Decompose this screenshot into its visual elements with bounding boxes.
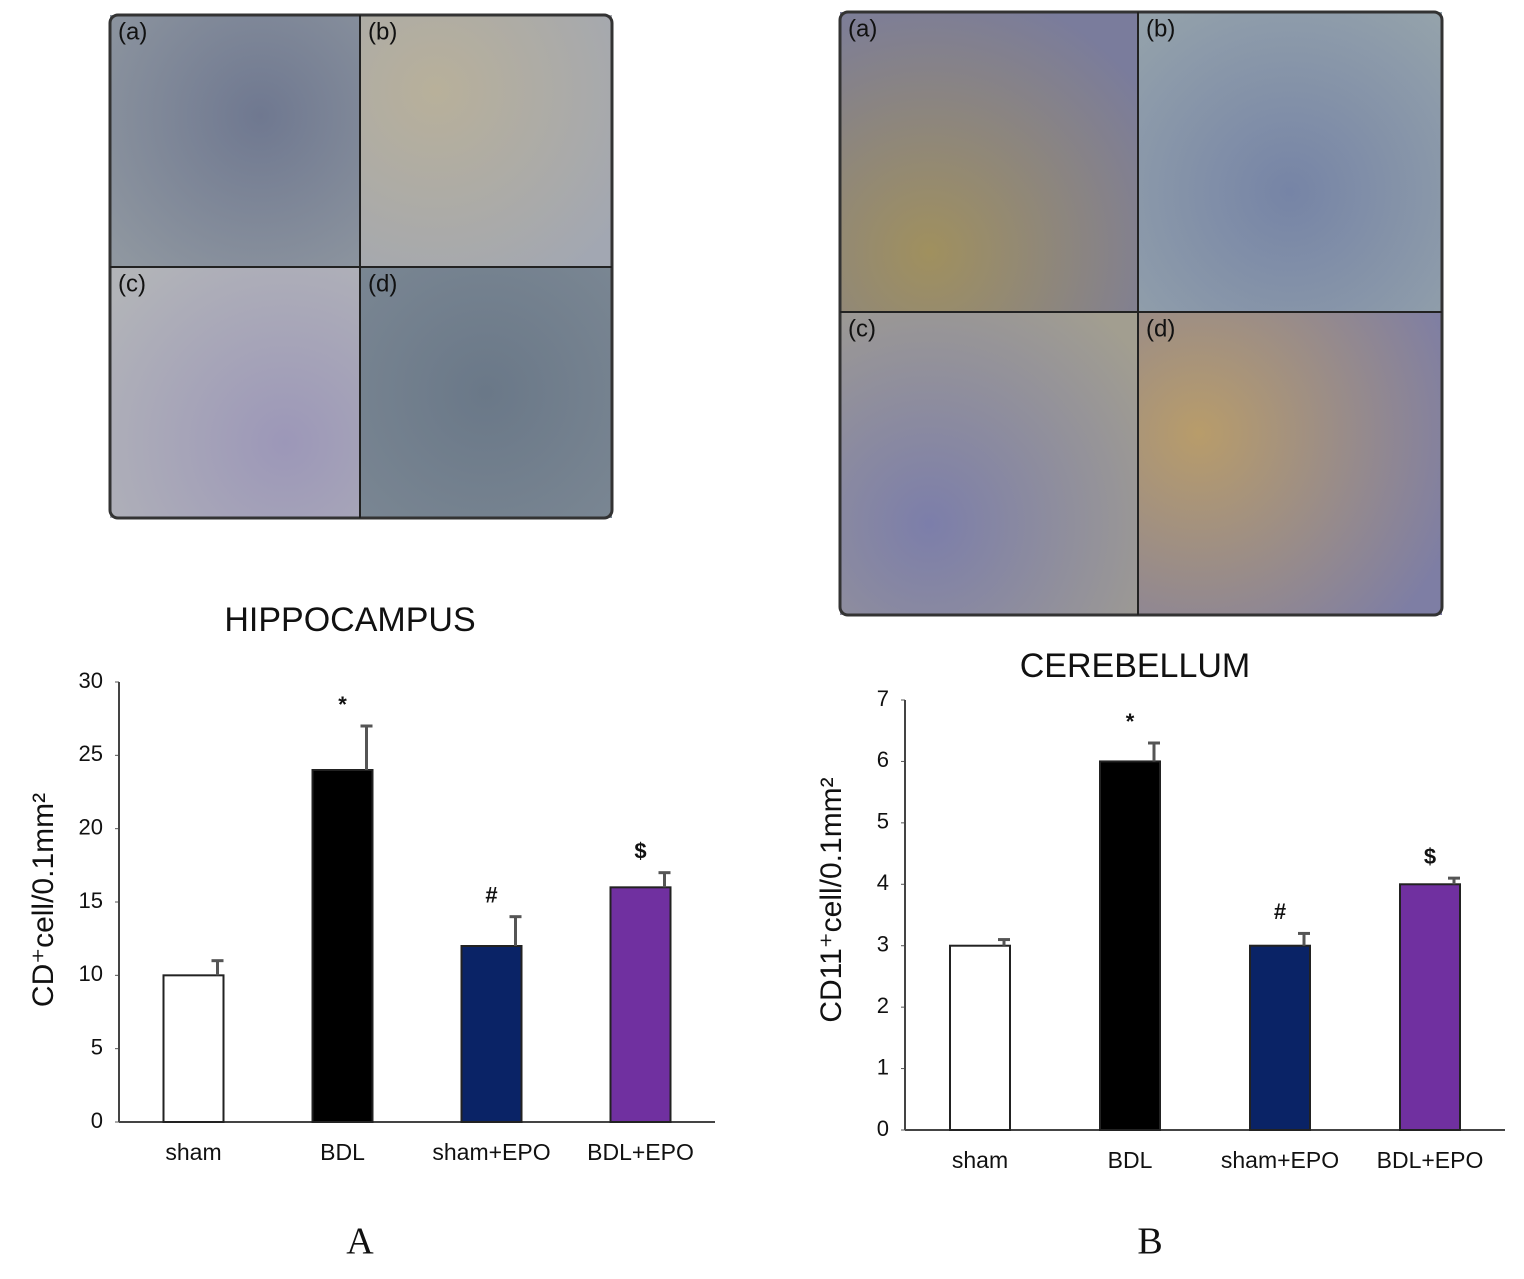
bar — [609, 886, 672, 1123]
bar — [1249, 944, 1311, 1132]
bar — [1399, 883, 1461, 1131]
bar — [949, 944, 1011, 1132]
significance-mark: $ — [1424, 844, 1436, 869]
micrograph-label: (b) — [1146, 15, 1175, 42]
significance-mark: * — [1126, 709, 1135, 734]
micrograph-label: (b) — [368, 18, 397, 45]
significance-mark: $ — [634, 838, 646, 863]
y-axis-label: CD11⁺cell/0.1mm² — [815, 777, 848, 1022]
micrograph — [840, 12, 1138, 312]
chart-title: CEREBELLUM — [1020, 647, 1251, 685]
y-tick-label: 20 — [79, 814, 103, 839]
micrograph — [110, 267, 360, 518]
x-tick-label: sham+EPO — [1221, 1147, 1339, 1173]
micrograph-frame — [838, 10, 1444, 617]
y-tick-label: 7 — [877, 686, 889, 711]
chart-title: HIPPOCAMPUS — [224, 601, 475, 639]
micrograph — [1138, 12, 1442, 312]
y-axis-label: CD⁺cell/0.1mm² — [27, 793, 60, 1007]
micrograph — [840, 312, 1138, 615]
micrograph-label: (d) — [368, 270, 397, 297]
y-tick-label: 0 — [877, 1116, 889, 1141]
y-tick-label: 25 — [79, 741, 103, 766]
y-tick-label: 6 — [877, 747, 889, 772]
bar — [460, 945, 523, 1123]
micrograph-label: (c) — [848, 315, 876, 342]
y-tick-label: 0 — [91, 1108, 103, 1133]
x-tick-label: sham — [952, 1147, 1008, 1173]
panel-label: B — [1137, 1221, 1162, 1263]
micrograph — [110, 15, 360, 267]
y-tick-label: 3 — [877, 932, 889, 957]
micrograph — [360, 15, 612, 267]
y-tick-label: 5 — [91, 1034, 103, 1059]
significance-mark: # — [1274, 899, 1286, 924]
y-tick-label: 5 — [877, 809, 889, 834]
x-tick-label: BDL+EPO — [587, 1139, 694, 1165]
micrograph-label: (a) — [848, 15, 877, 42]
bar — [311, 769, 374, 1123]
x-tick-label: BDL — [1108, 1147, 1153, 1173]
x-tick-label: sham — [165, 1139, 221, 1165]
x-tick-label: BDL+EPO — [1377, 1147, 1484, 1173]
micrograph — [1138, 312, 1442, 615]
panel-label: A — [346, 1221, 374, 1263]
significance-mark: # — [485, 882, 497, 907]
micrograph-label: (a) — [118, 18, 147, 45]
y-tick-label: 10 — [79, 961, 103, 986]
significance-mark: * — [338, 692, 347, 717]
y-tick-label: 30 — [79, 668, 103, 693]
y-tick-label: 15 — [79, 888, 103, 913]
y-tick-label: 4 — [877, 870, 889, 895]
micrograph-label: (d) — [1146, 315, 1175, 342]
bar — [1099, 760, 1161, 1132]
micrograph — [360, 267, 612, 518]
bar — [162, 974, 225, 1123]
x-tick-label: BDL — [320, 1139, 365, 1165]
micrograph-label: (c) — [118, 270, 146, 297]
y-tick-label: 2 — [877, 993, 889, 1018]
x-tick-label: sham+EPO — [432, 1139, 550, 1165]
y-tick-label: 1 — [877, 1054, 889, 1079]
